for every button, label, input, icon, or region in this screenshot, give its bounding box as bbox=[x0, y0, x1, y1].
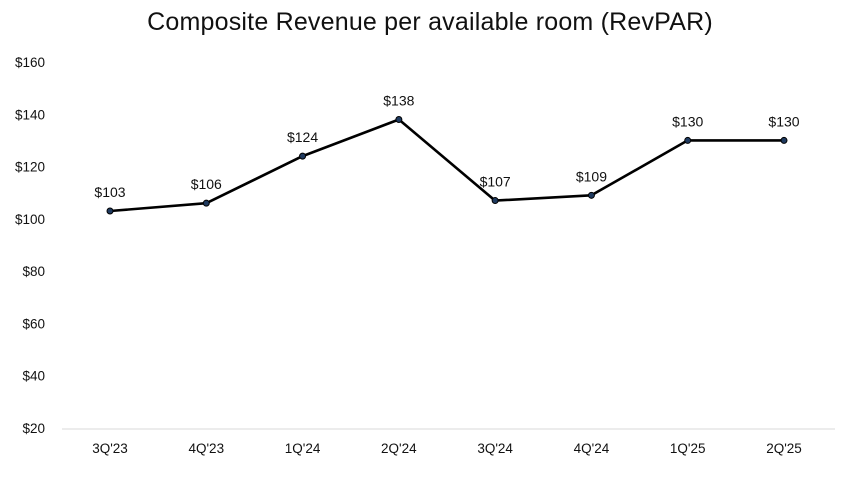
y-tick-label: $40 bbox=[22, 369, 45, 384]
data-label: $130 bbox=[672, 113, 703, 129]
data-label: $106 bbox=[191, 176, 222, 192]
x-tick-label: 1Q'25 bbox=[670, 441, 706, 456]
x-tick-label: 1Q'24 bbox=[285, 441, 321, 456]
data-labels: $103 $106 $124 $138 $107 $109 $130 $130 bbox=[94, 93, 799, 201]
data-point bbox=[202, 199, 210, 207]
data-point bbox=[106, 207, 114, 215]
x-tick-label: 4Q'24 bbox=[574, 441, 610, 456]
data-points bbox=[106, 116, 788, 215]
y-tick-label: $80 bbox=[22, 264, 45, 279]
data-label: $138 bbox=[383, 93, 414, 109]
x-tick-label: 2Q'25 bbox=[766, 441, 802, 456]
y-tick-label: $160 bbox=[15, 55, 45, 70]
series-line-revpar bbox=[109, 118, 784, 213]
x-tick-label: 2Q'24 bbox=[381, 441, 417, 456]
y-axis: $20 $40 $60 $80 $100 $120 $140 $160 bbox=[15, 55, 45, 436]
data-point bbox=[395, 116, 403, 124]
data-label: $103 bbox=[94, 184, 125, 200]
data-point bbox=[780, 136, 788, 144]
y-tick-label: $120 bbox=[15, 160, 45, 175]
x-axis: 3Q'23 4Q'23 1Q'24 2Q'24 3Q'24 4Q'24 1Q'25 2Q'25 bbox=[92, 441, 802, 456]
data-point bbox=[491, 197, 499, 205]
data-point bbox=[684, 136, 692, 144]
data-point bbox=[587, 191, 595, 199]
y-tick-label: $140 bbox=[15, 107, 45, 122]
y-tick-label: $20 bbox=[22, 421, 45, 436]
x-tick-label: 3Q'23 bbox=[92, 441, 128, 456]
data-label: $107 bbox=[480, 174, 511, 190]
y-tick-label: $100 bbox=[15, 212, 45, 227]
data-label: $130 bbox=[768, 113, 799, 129]
data-label: $124 bbox=[287, 129, 318, 145]
chart-title: Composite Revenue per available room (Re… bbox=[147, 8, 713, 36]
data-point bbox=[299, 152, 307, 160]
x-tick-label: 4Q'23 bbox=[188, 441, 224, 456]
data-label: $109 bbox=[576, 168, 607, 184]
x-tick-label: 3Q'24 bbox=[477, 441, 513, 456]
y-tick-label: $60 bbox=[22, 316, 45, 331]
